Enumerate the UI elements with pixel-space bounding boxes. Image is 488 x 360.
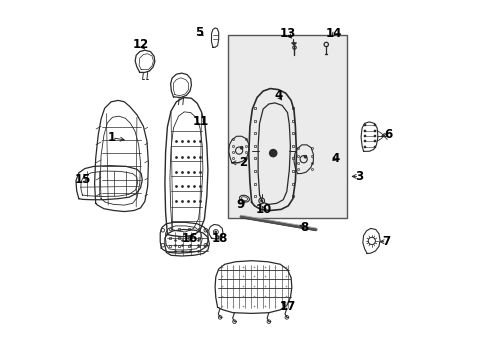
Circle shape	[240, 146, 243, 149]
Text: 10: 10	[256, 203, 272, 216]
Text: 3: 3	[354, 170, 363, 183]
Text: 14: 14	[325, 27, 342, 40]
Text: 6: 6	[383, 127, 391, 141]
Text: 12: 12	[132, 38, 148, 51]
Text: 17: 17	[279, 300, 295, 313]
Text: 9: 9	[236, 198, 244, 211]
Text: 4: 4	[274, 89, 282, 102]
Text: 2: 2	[238, 156, 246, 169]
Circle shape	[304, 155, 306, 158]
Text: 7: 7	[382, 235, 390, 248]
Text: 8: 8	[300, 221, 308, 234]
Text: 13: 13	[279, 27, 295, 40]
Text: 16: 16	[182, 231, 198, 244]
Text: 15: 15	[74, 173, 90, 186]
Circle shape	[214, 231, 217, 233]
Text: 1: 1	[107, 131, 116, 144]
Circle shape	[269, 149, 276, 157]
Text: 18: 18	[211, 231, 228, 244]
Text: 11: 11	[192, 116, 208, 129]
Text: 4: 4	[331, 152, 339, 165]
Bar	[228, 35, 346, 218]
Circle shape	[260, 200, 262, 202]
Text: 5: 5	[195, 26, 203, 39]
